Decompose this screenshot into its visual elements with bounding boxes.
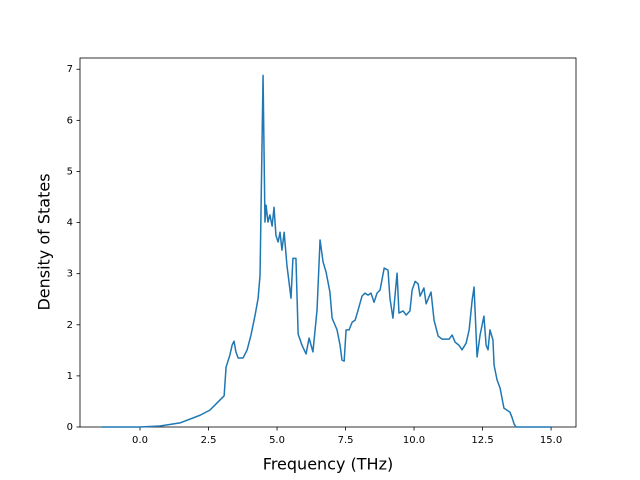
x-tick-label: 2.5 xyxy=(201,435,217,446)
y-tick-label: 0 xyxy=(67,422,73,433)
y-tick-label: 2 xyxy=(67,320,73,331)
x-tick-label: 7.5 xyxy=(338,435,354,446)
x-tick-label: 10.0 xyxy=(403,435,425,446)
x-tick-label: 15.0 xyxy=(540,435,562,446)
plot-frame xyxy=(79,57,577,428)
x-tick-label: 0.0 xyxy=(132,435,148,446)
x-tick-label: 12.5 xyxy=(471,435,493,446)
y-tick-label: 4 xyxy=(67,218,73,229)
y-tick-label: 7 xyxy=(67,64,73,75)
y-tick-label: 3 xyxy=(67,269,73,280)
y-tick-label: 6 xyxy=(67,115,73,126)
y-axis-label: Density of States xyxy=(35,173,54,310)
x-tick-label: 5.0 xyxy=(269,435,285,446)
data-line xyxy=(101,74,552,428)
y-tick-label: 5 xyxy=(67,166,73,177)
x-axis-label: Frequency (THz) xyxy=(263,455,393,474)
y-tick-label: 1 xyxy=(67,371,73,382)
